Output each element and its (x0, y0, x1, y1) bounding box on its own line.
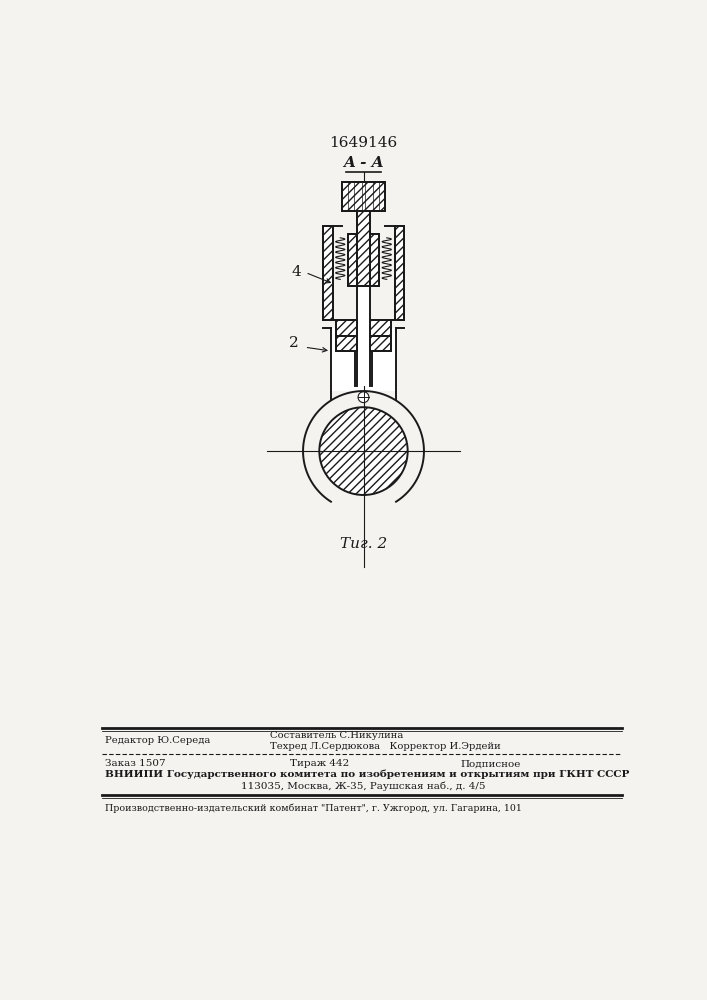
Circle shape (358, 392, 369, 403)
Bar (337, 336, 356, 351)
Text: Тираж 442: Тираж 442 (290, 759, 349, 768)
Bar (370, 320, 391, 336)
Text: Производственно-издательский комбинат "Патент", г. Ужгород, ул. Гагарина, 101: Производственно-издательский комбинат "П… (105, 804, 522, 813)
Bar (395, 226, 404, 320)
Bar (337, 320, 356, 336)
Bar (337, 336, 356, 351)
Bar (337, 336, 356, 351)
Bar (348, 234, 356, 286)
Bar (331, 328, 396, 391)
Text: Заказ 1507: Заказ 1507 (105, 759, 166, 768)
Bar (395, 226, 404, 320)
Bar (356, 211, 370, 386)
Text: A - A: A - A (343, 156, 384, 170)
Bar (370, 336, 391, 351)
Bar (356, 211, 370, 286)
Circle shape (320, 407, 408, 495)
Bar (370, 234, 379, 286)
Bar (337, 320, 356, 336)
Bar (323, 226, 332, 320)
Bar (395, 226, 404, 320)
Bar (337, 320, 356, 336)
Text: Техред Л.Сердюкова   Корректор И.Эрдейи: Техред Л.Сердюкова Корректор И.Эрдейи (271, 742, 501, 751)
Bar (370, 336, 391, 351)
Bar (370, 336, 391, 351)
Text: Составитель С.Никулина: Составитель С.Никулина (271, 732, 404, 740)
Bar (341, 182, 385, 211)
Text: 2: 2 (289, 336, 298, 350)
Bar (370, 320, 391, 336)
Bar (356, 211, 370, 286)
Bar (341, 182, 385, 211)
Text: 1649146: 1649146 (329, 136, 397, 150)
Text: Редактор Ю.Середа: Редактор Ю.Середа (105, 736, 211, 745)
Text: 113035, Москва, Ж-35, Раушская наб., д. 4/5: 113035, Москва, Ж-35, Раушская наб., д. … (241, 781, 486, 791)
Text: Подписное: Подписное (460, 759, 521, 768)
Bar (370, 320, 391, 336)
Bar (323, 226, 332, 320)
Text: Τиг. 2: Τиг. 2 (340, 536, 387, 550)
Bar (370, 234, 379, 286)
Text: 4: 4 (291, 265, 301, 279)
Bar (323, 226, 332, 320)
Bar (356, 211, 370, 286)
Bar (348, 234, 356, 286)
Bar (348, 234, 356, 286)
Bar (370, 234, 379, 286)
Bar (341, 182, 385, 211)
Text: ВНИИПИ Государственного комитета по изобретениям и открытиям при ГКНТ СССР: ВНИИПИ Государственного комитета по изоб… (105, 770, 630, 779)
